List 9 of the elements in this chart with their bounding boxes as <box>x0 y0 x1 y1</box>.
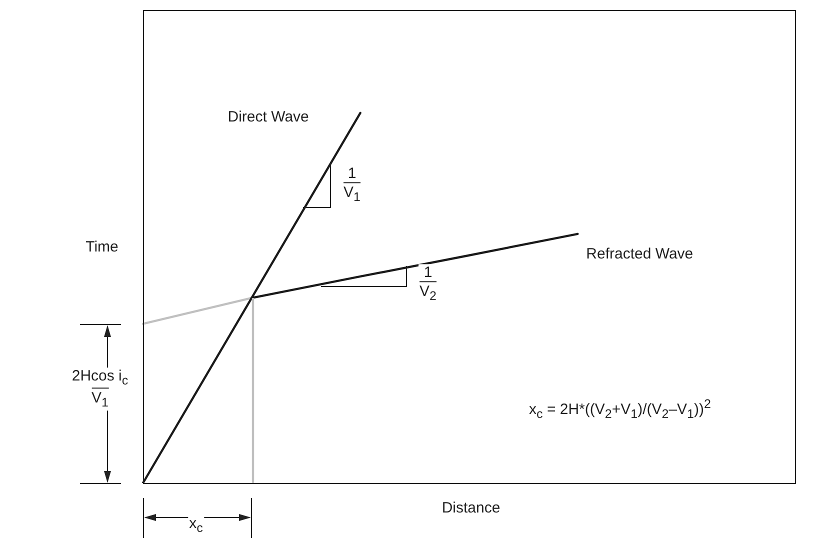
text: x$_{c}$ = 2H*((V$_{2}$+V$_{1}$)/(V$_{2}$–V$_{1}$))$^{2}$ <box>529 396 711 421</box>
text: Direct Wave <box>228 108 309 126</box>
y-axis-title: Time <box>86 238 118 256</box>
x-axis-title: Distance <box>442 499 500 517</box>
annotation: 1 V$_{2}$ <box>420 264 436 304</box>
annotation: 1 V$_{1}$ <box>344 165 360 205</box>
series-label: Refracted Wave <box>586 245 694 263</box>
text: 2Hcos i$_{c}$ V$_{1}$ <box>72 368 128 410</box>
text: x$_{c}$ <box>188 514 204 536</box>
